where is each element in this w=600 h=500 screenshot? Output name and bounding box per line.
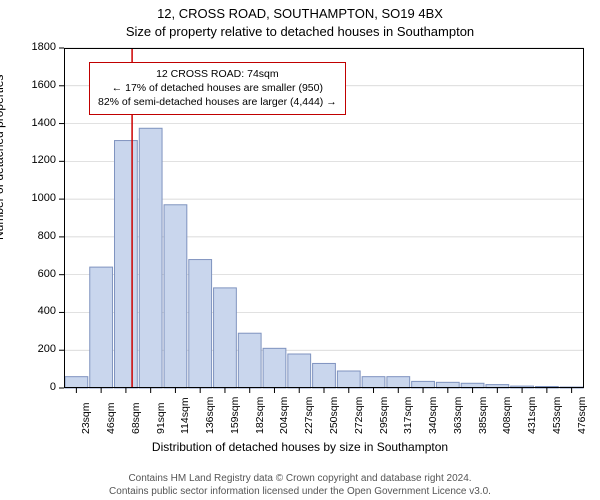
chart-root: 12, CROSS ROAD, SOUTHAMPTON, SO19 4BX Si…	[0, 0, 600, 500]
page-title: 12, CROSS ROAD, SOUTHAMPTON, SO19 4BX	[0, 6, 600, 21]
y-tick-label: 1200	[16, 154, 56, 166]
x-tick-label: 295sqm	[378, 397, 390, 434]
marker-annotation: 12 CROSS ROAD: 74sqm ← 17% of detached h…	[89, 62, 346, 115]
x-tick-label: 476sqm	[576, 397, 588, 434]
x-tick-label: 431sqm	[526, 397, 538, 434]
x-tick-label: 317sqm	[402, 397, 414, 434]
y-tick-label: 1800	[16, 41, 56, 53]
y-tick-label: 0	[16, 381, 56, 393]
y-axis-label: Number of detached properties	[0, 75, 6, 240]
x-axis-label: Distribution of detached houses by size …	[0, 440, 600, 454]
footer-line-1: Contains HM Land Registry data © Crown c…	[0, 473, 600, 486]
y-tick-label: 1400	[16, 117, 56, 129]
footer-line-2: Contains public sector information licen…	[0, 486, 600, 499]
x-tick-label: 363sqm	[452, 397, 464, 434]
x-tick-label: 182sqm	[254, 397, 266, 434]
x-tick-label: 204sqm	[278, 397, 290, 434]
footer: Contains HM Land Registry data © Crown c…	[0, 473, 600, 498]
x-tick-label: 408sqm	[501, 397, 513, 434]
annotation-line-3: 82% of semi-detached houses are larger (…	[98, 95, 337, 109]
plot-area: 12 CROSS ROAD: 74sqm ← 17% of detached h…	[64, 48, 584, 388]
y-tick-label: 200	[16, 343, 56, 355]
x-tick-label: 136sqm	[204, 397, 216, 434]
x-tick-label: 250sqm	[328, 397, 340, 434]
y-tick-label: 800	[16, 230, 56, 242]
y-tick-label: 400	[16, 305, 56, 317]
x-tick-label: 114sqm	[179, 397, 191, 434]
x-tick-label: 23sqm	[80, 402, 92, 434]
x-tick-label: 453sqm	[551, 397, 563, 434]
y-tick-label: 600	[16, 268, 56, 280]
x-tick-label: 385sqm	[477, 397, 489, 434]
x-tick-label: 91sqm	[155, 402, 167, 434]
annotation-line-1: 12 CROSS ROAD: 74sqm	[98, 67, 337, 81]
x-tick-label: 46sqm	[105, 402, 117, 434]
x-tick-label: 272sqm	[353, 397, 365, 434]
y-tick-label: 1600	[16, 79, 56, 91]
annotation-line-2: ← 17% of detached houses are smaller (95…	[98, 81, 337, 95]
y-tick-label: 1000	[16, 192, 56, 204]
page-subtitle: Size of property relative to detached ho…	[0, 24, 600, 39]
x-tick-label: 340sqm	[427, 397, 439, 434]
x-tick-label: 159sqm	[229, 397, 241, 434]
x-tick-label: 227sqm	[303, 397, 315, 434]
x-tick-label: 68sqm	[130, 402, 142, 434]
